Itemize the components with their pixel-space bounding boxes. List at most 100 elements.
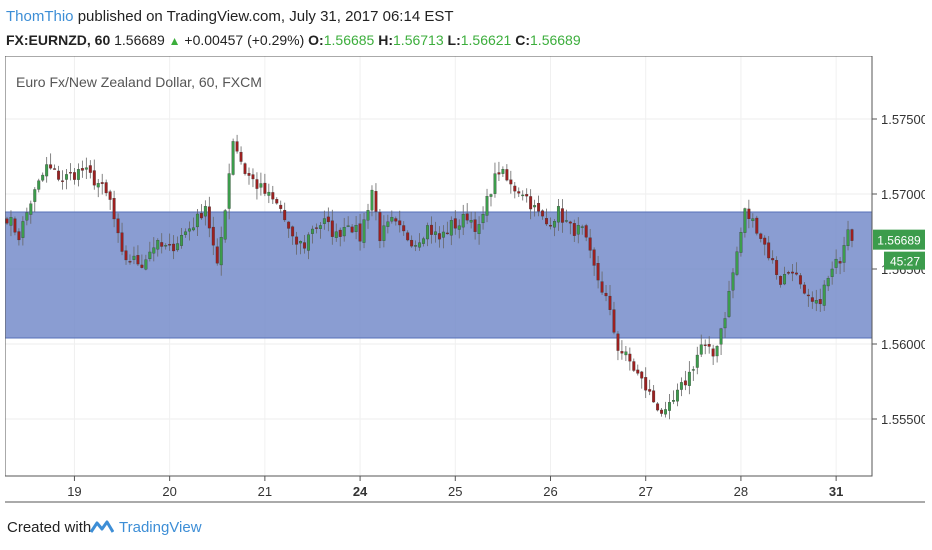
candle-up: [9, 217, 13, 226]
candle-up: [164, 245, 168, 247]
candle-down: [791, 271, 794, 274]
candle-down: [124, 250, 128, 261]
candle-up: [195, 213, 199, 228]
candle-up: [33, 189, 37, 202]
candle-down: [303, 242, 306, 249]
candle-down: [255, 179, 259, 189]
candle-up: [521, 194, 525, 197]
candle-down: [453, 218, 457, 229]
candle-down: [707, 344, 711, 347]
candle-up: [156, 240, 160, 250]
time-axis[interactable]: 19 20 21 24 25 26 27 28 31: [67, 476, 843, 499]
candle-up: [461, 214, 465, 228]
candle-down: [525, 194, 529, 197]
candle-down: [128, 261, 132, 263]
candle-down: [314, 227, 318, 229]
candle-up: [719, 328, 723, 345]
candle-down: [445, 232, 449, 235]
candle-up: [695, 354, 699, 368]
candle-down: [636, 369, 640, 374]
candle-down: [72, 172, 76, 180]
candle-up: [846, 229, 850, 247]
candle-up: [227, 173, 231, 209]
candle-down: [283, 209, 287, 221]
chart-title: Euro Fx/New Zealand Dollar, 60, FXCM: [16, 74, 262, 90]
candle-up: [231, 141, 235, 175]
candle-up: [354, 225, 358, 232]
candle-down: [771, 258, 775, 261]
candle-up: [672, 400, 675, 402]
candle-up: [477, 224, 481, 234]
candle-down: [211, 226, 215, 246]
candle-up: [675, 389, 679, 402]
candle-down: [430, 224, 433, 235]
candle-down: [747, 208, 751, 220]
candle-up: [192, 227, 195, 231]
candle-down: [402, 225, 406, 232]
candle-down: [620, 351, 624, 354]
candle-up: [322, 218, 326, 224]
candle-up: [152, 247, 156, 254]
tradingview-logo-icon[interactable]: [90, 518, 114, 536]
candle-up: [346, 225, 350, 227]
close-label: C:: [515, 32, 531, 48]
candle-up: [449, 220, 453, 236]
candle-up: [386, 221, 390, 227]
candle-down: [57, 170, 61, 180]
candle-down: [584, 225, 588, 238]
candle-down: [616, 333, 620, 351]
candle-down: [818, 299, 822, 305]
candle-up: [485, 196, 489, 216]
candle-up: [687, 371, 691, 386]
candle-down: [406, 232, 410, 241]
author-link[interactable]: ThomThio: [6, 8, 74, 25]
candle-down: [69, 172, 72, 174]
candle-up: [751, 218, 755, 222]
candle-down: [49, 164, 53, 169]
candle-up: [743, 208, 747, 233]
high-value: 1.56713: [393, 32, 444, 48]
candle-down: [215, 246, 219, 264]
time-tick-label: 19: [67, 484, 81, 499]
up-arrow-icon: ▲: [168, 34, 181, 48]
price-tick-label: 1.55500: [881, 412, 925, 427]
candle-up: [699, 344, 703, 355]
candle-down: [810, 297, 814, 302]
publish-line: ThomThio published on TradingView.com, J…: [6, 8, 454, 25]
candle-up: [307, 234, 310, 251]
candle-down: [652, 390, 656, 403]
candle-up: [311, 228, 314, 234]
candle-down: [80, 168, 84, 171]
candle-down: [588, 237, 592, 251]
candle-up: [489, 194, 493, 197]
candle-down: [287, 221, 291, 229]
candle-down: [592, 249, 596, 266]
candle-down: [410, 239, 414, 247]
candle-up: [624, 351, 628, 356]
candle-down: [378, 212, 382, 242]
candle-down: [798, 275, 802, 285]
candle-down: [235, 141, 239, 152]
candle-up: [727, 291, 731, 317]
candle-up: [41, 174, 45, 181]
time-tick-label: 26: [543, 484, 557, 499]
candle-up: [469, 219, 473, 223]
close-value: 1.56689: [530, 32, 581, 48]
candle-up: [65, 174, 68, 180]
candle-up: [783, 274, 787, 285]
candle-down: [549, 225, 552, 227]
candle-up: [382, 225, 386, 241]
candle-up: [715, 346, 719, 357]
candle-up: [362, 219, 366, 243]
candle-up: [144, 259, 148, 270]
last-price-box: [873, 229, 925, 250]
candle-down: [596, 263, 600, 281]
symbol-label[interactable]: FX:EURNZD, 60: [6, 32, 111, 48]
candle-up: [414, 245, 418, 247]
time-tick-label: 25: [448, 484, 462, 499]
published-text: published on TradingView.com, July 31, 2…: [77, 8, 454, 25]
tradingview-brand-link[interactable]: TradingView: [119, 519, 202, 536]
candle-up: [418, 242, 422, 248]
